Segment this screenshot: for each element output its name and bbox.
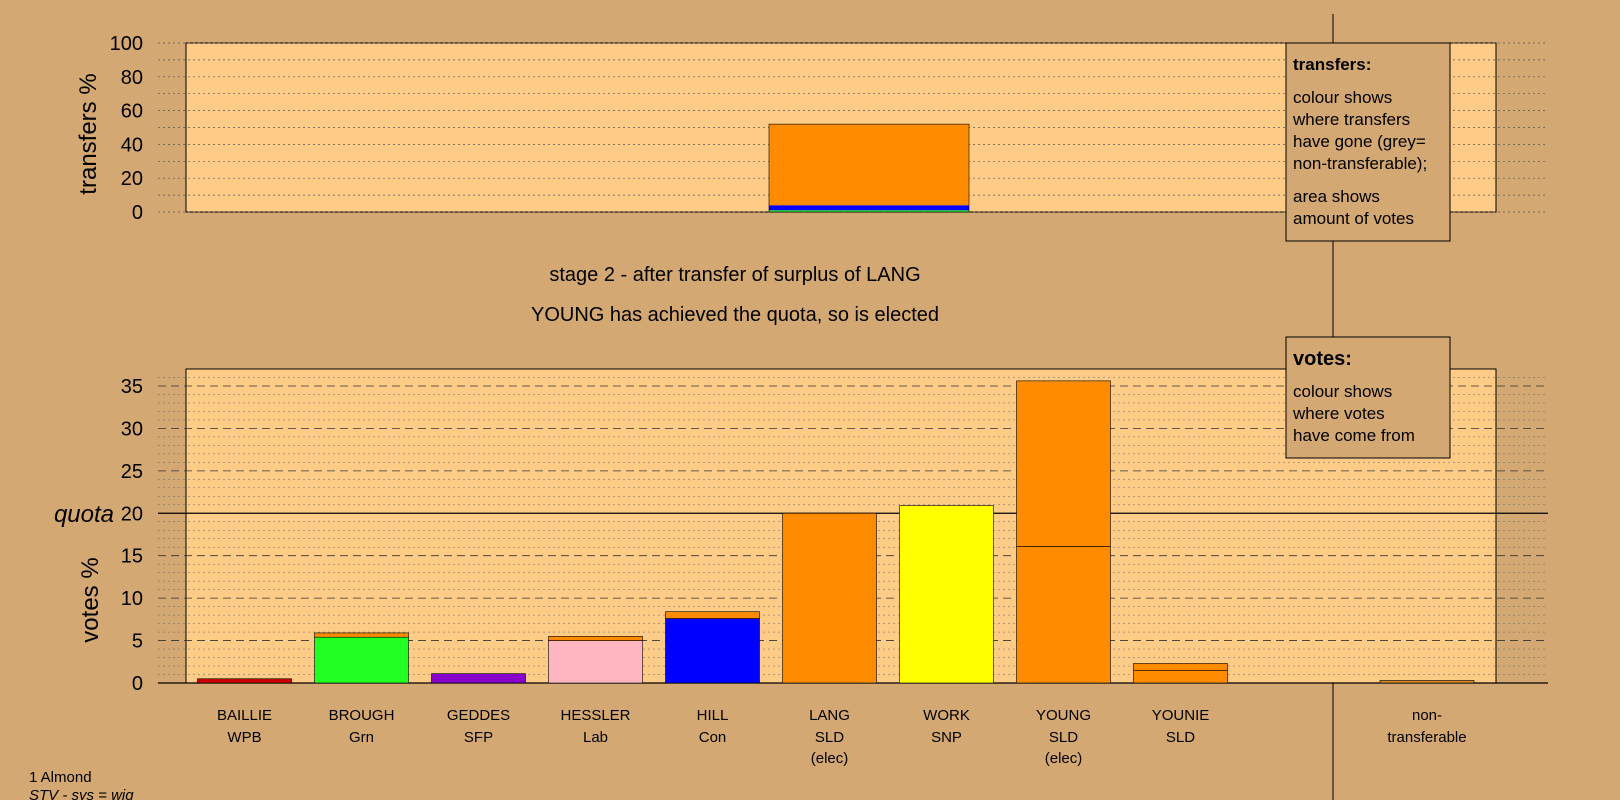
quota-label: quota <box>54 501 114 528</box>
transfer-bar-outline <box>768 123 970 213</box>
candidate-party: SLD <box>1049 729 1078 746</box>
votes-tick-label: 0 <box>132 673 143 695</box>
candidate-name: BAILLIE <box>217 707 272 724</box>
votes-legend-line: colour shows <box>1293 382 1392 401</box>
transfers-legend-line: amount of votes <box>1293 209 1414 228</box>
bar-hill-segment <box>665 618 760 684</box>
candidate-labels: BAILLIE WPB BROUGH Grn GEDDES SFP HESSLER Lab HI… <box>217 707 1467 767</box>
footer-line-1: 1 Almond <box>29 769 92 786</box>
votes-tick-labels: 0 5 10 15 20 25 30 35 <box>121 376 143 695</box>
bar-younie-segment <box>1133 663 1228 671</box>
nontransferable-label: non- <box>1412 707 1442 724</box>
transfers-legend: transfers: colour shows where transfers … <box>1285 42 1451 242</box>
votes-tick-label: 5 <box>132 631 143 653</box>
footer-line-2: STV - sys = wig <box>29 787 134 800</box>
candidate-party: Lab <box>583 729 608 746</box>
transfers-legend-title: transfers: <box>1293 55 1371 74</box>
votes-tick-label: 25 <box>121 461 143 483</box>
votes-legend-line: have come from <box>1293 426 1415 445</box>
candidate-party: SNP <box>931 729 962 746</box>
bar-geddes-segment <box>431 673 526 684</box>
votes-legend-line: where votes <box>1292 404 1385 423</box>
transfers-legend-box <box>1285 42 1451 242</box>
transfers-tick-label: 0 <box>132 202 143 224</box>
candidate-name: BROUGH <box>329 707 395 724</box>
transfers-axis-label: transfers % <box>75 73 102 194</box>
transfers-tick-label: 20 <box>121 168 143 190</box>
candidate-name: GEDDES <box>447 707 510 724</box>
candidate-party: SLD <box>815 729 844 746</box>
votes-tick-label: 10 <box>121 588 143 610</box>
votes-legend-title: votes: <box>1293 348 1352 370</box>
transfers-tick-label: 40 <box>121 134 143 156</box>
transfers-panel: 0 20 40 60 80 100 transfers % <box>75 33 1548 224</box>
transfers-tick-label: 60 <box>121 101 143 123</box>
bar-lang-segment <box>782 512 877 684</box>
votes-tick-label: 15 <box>121 546 143 568</box>
transfer-segment-SLD <box>769 124 969 206</box>
candidate-party: SLD <box>1166 729 1195 746</box>
bar-nontransferable <box>1379 680 1475 684</box>
votes-axis-label: votes % <box>77 557 104 642</box>
votes-tick-label: 35 <box>121 376 143 398</box>
bar-hessler-segment <box>548 640 643 684</box>
votes-tick-label: 30 <box>121 418 143 440</box>
transfers-legend-line: area shows <box>1293 187 1380 206</box>
candidate-status: (elec) <box>811 750 849 767</box>
nontransferable-label: transferable <box>1387 729 1466 746</box>
candidate-party: Con <box>699 729 727 746</box>
votes-legend-box <box>1285 336 1451 459</box>
transfers-tick-label: 100 <box>110 33 143 55</box>
bar-young-segment <box>1016 380 1111 547</box>
bar-hill-segment <box>665 611 760 619</box>
candidate-name: LANG <box>809 707 850 724</box>
candidate-name: HESSLER <box>560 707 630 724</box>
bar-baillie-segment <box>197 678 292 684</box>
bar-work-segment <box>899 505 994 684</box>
bar-younie-segment <box>1133 669 1228 684</box>
bar-brough-segment <box>314 636 409 684</box>
candidate-name: YOUNIE <box>1152 707 1210 724</box>
candidate-status: (elec) <box>1045 750 1083 767</box>
transfer-segment-Con <box>769 205 969 211</box>
transfers-tick-labels: 0 20 40 60 80 100 <box>110 33 143 224</box>
transfers-legend-line: where transfers <box>1292 110 1410 129</box>
transfers-legend-line: have gone (grey= <box>1293 132 1426 151</box>
candidate-party: Grn <box>349 729 374 746</box>
votes-panel: 0 5 10 15 20 25 30 35 BAILLIE WPB BROUGH Grn GEDDES… <box>54 368 1548 767</box>
transfer-segment-Grn <box>769 210 969 212</box>
candidate-name: WORK <box>923 707 970 724</box>
transfers-bars <box>768 123 970 213</box>
votes-tick-label: 20 <box>121 503 143 525</box>
candidate-party: SFP <box>464 729 493 746</box>
transfers-legend-line: colour shows <box>1293 88 1392 107</box>
candidate-name: YOUNG <box>1036 707 1091 724</box>
votes-legend: votes: colour shows where votes have com… <box>1285 336 1451 459</box>
votes-bars <box>197 380 1475 684</box>
candidate-party: WPB <box>227 729 261 746</box>
stage-subtitle: YOUNG has achieved the quota, so is elec… <box>531 304 939 326</box>
candidate-name: HILL <box>697 707 729 724</box>
stage-title: stage 2 - after transfer of surplus of L… <box>549 264 920 286</box>
bar-young-segment <box>1016 546 1111 684</box>
bar-brough-segment <box>314 632 409 638</box>
transfers-tick-label: 80 <box>121 67 143 89</box>
transfers-legend-line: non-transferable); <box>1293 154 1427 173</box>
bar-hessler-segment <box>548 636 643 641</box>
